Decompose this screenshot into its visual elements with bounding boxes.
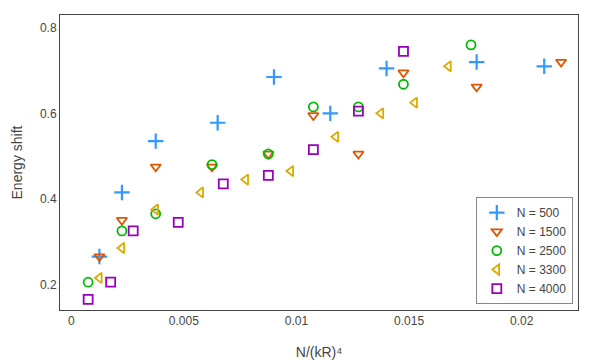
svg-text:0.015: 0.015 (394, 314, 424, 328)
svg-text:0.02: 0.02 (510, 314, 534, 328)
svg-text:N = 2500: N = 2500 (517, 244, 566, 258)
svg-text:N = 4000: N = 4000 (517, 282, 566, 296)
svg-text:0.8: 0.8 (40, 21, 57, 35)
svg-text:N = 500: N = 500 (517, 206, 560, 220)
svg-text:N = 1500: N = 1500 (517, 225, 566, 239)
svg-text:N/(kR)⁴: N/(kR)⁴ (296, 344, 342, 360)
svg-text:0.2: 0.2 (40, 278, 57, 292)
svg-text:0: 0 (68, 314, 75, 328)
svg-text:0.01: 0.01 (285, 314, 309, 328)
svg-text:0.4: 0.4 (40, 192, 57, 206)
svg-text:0.6: 0.6 (40, 107, 57, 121)
svg-text:0.005: 0.005 (169, 314, 199, 328)
svg-text:N = 3300: N = 3300 (517, 263, 566, 277)
svg-text:Energy shift: Energy shift (9, 125, 25, 199)
